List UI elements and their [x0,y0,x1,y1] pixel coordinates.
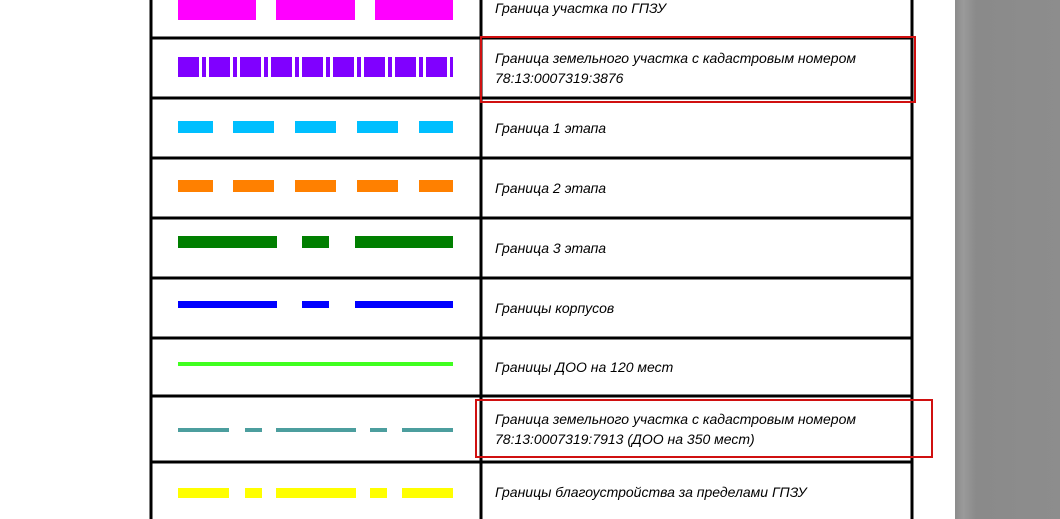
row-label: Граница 1 этапа [495,120,606,136]
line-dash [178,236,277,248]
labels: Граница участка по ГПЗУ Граница земельног… [495,0,856,500]
table-grid [149,0,914,519]
line-samples [178,0,453,498]
line-dash [295,180,336,192]
line-dash [178,180,213,192]
row-label: Граница земельного участка с кадастровым… [495,50,856,66]
line-dash [271,57,292,77]
row-label: Границы корпусов [495,300,614,316]
line-dash [357,57,361,77]
row-label: Граница участка по ГПЗУ [495,0,668,16]
line-dash [233,121,274,133]
line-dash [388,57,392,77]
line-dash [240,57,261,77]
line-dash [419,180,453,192]
line-dash [375,0,453,20]
line-dash [357,180,398,192]
highlight-box [480,36,916,103]
line-dash [178,0,256,20]
line-dash [326,57,330,77]
row-label: 78:13:0007319:3876 [495,70,624,86]
line-dash [178,488,229,498]
line-dash [264,57,268,77]
line-dash [302,57,323,77]
line-dash [178,301,277,308]
line-dash [395,57,416,77]
line-dash [333,57,354,77]
line-dash [202,57,206,77]
line-dash [402,428,453,432]
line-dash [178,428,229,432]
line-dash [209,57,230,77]
line-dash [295,121,336,133]
line-dash [426,57,447,77]
line-dash [245,428,262,432]
line-dash [233,180,274,192]
line-dash [355,236,453,248]
side-panel [955,0,1060,519]
row-label: Граница 3 этапа [495,240,606,256]
line-dash [233,57,237,77]
line-dash [419,57,423,77]
line-dash [370,488,387,498]
line-dash [302,301,329,308]
line-dash [178,121,213,133]
line-dash [402,488,453,498]
row-label: Границы ДОО на 120 мест [495,359,674,375]
line-dash [276,0,355,20]
line-dash [450,57,453,77]
row-label: 78:13:0007319:7913 (ДОО на 350 мест) [495,431,755,447]
row-label: Границы благоустройства за пределами ГПЗ… [495,484,809,500]
line-dash [370,428,387,432]
line-dash [364,57,385,77]
row-label: Граница 2 этапа [495,180,606,196]
line-dash [178,362,453,366]
line-dash [295,57,299,77]
line-dash [245,488,262,498]
highlight-box [475,399,933,458]
line-dash [276,488,356,498]
line-dash [419,121,453,133]
line-dash [276,428,356,432]
line-dash [357,121,398,133]
line-dash [355,301,453,308]
line-dash [302,236,329,248]
row-label: Граница земельного участка с кадастровым… [495,411,856,427]
line-dash [178,57,199,77]
